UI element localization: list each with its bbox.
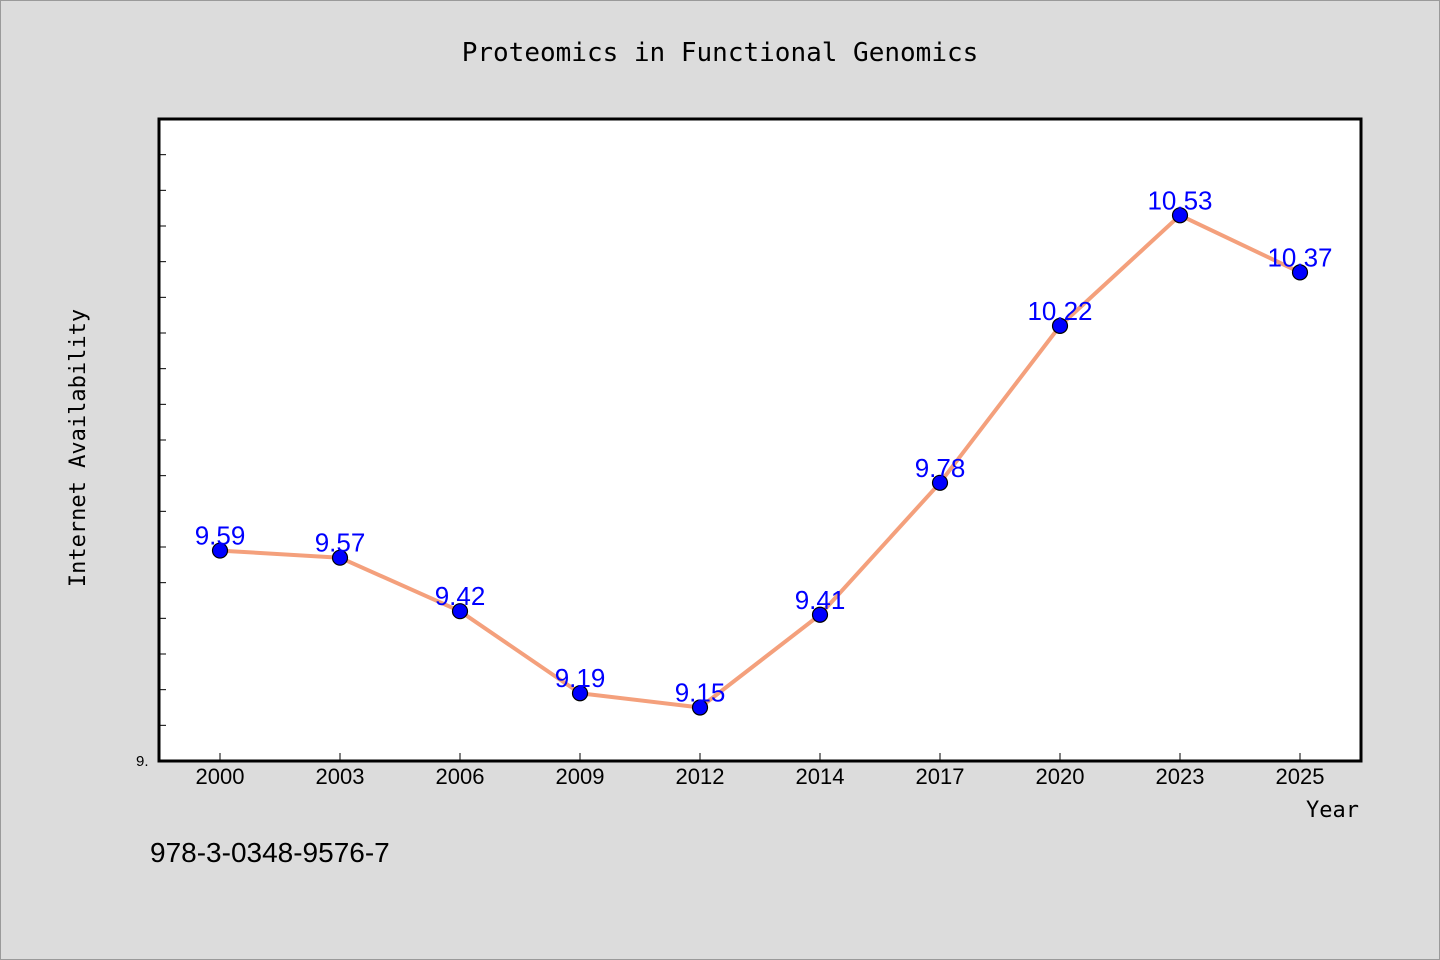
plot-area [157, 117, 1363, 763]
data-label: 9.42 [435, 581, 486, 611]
data-point [931, 474, 949, 491]
y-axis-ticks [159, 154, 166, 726]
x-tick-label: 2025 [1276, 764, 1325, 789]
x-axis-label: Year [1306, 798, 1359, 823]
data-label: 9.78 [915, 453, 966, 483]
x-tick-label: 2020 [1036, 764, 1085, 789]
isbn-text: 978-3-0348-9576-7 [150, 837, 390, 868]
data-label: 9.19 [555, 663, 606, 693]
series-line [219, 213, 1301, 710]
x-tick-label: 2017 [916, 764, 965, 789]
data-label: 10.22 [1027, 296, 1092, 326]
chart-title: Proteomics in Functional Genomics [462, 38, 979, 68]
x-tick-label: 2012 [676, 764, 725, 789]
x-tick-label: 2014 [796, 764, 845, 789]
x-tick-label: 2023 [1156, 764, 1205, 789]
data-label: 9.59 [195, 521, 246, 551]
data-point [691, 699, 709, 716]
data-label: 9.41 [795, 585, 846, 615]
data-point [1051, 317, 1069, 334]
x-tick-label: 2003 [316, 764, 365, 789]
y-tick-label: 9. [136, 753, 149, 770]
x-tick-label: 2006 [436, 764, 485, 789]
series-layer: 9.59 9.57 9.42 9.19 9.15 9.41 9.78 10.22 10.53 10… [195, 185, 1333, 716]
data-label: 9.57 [315, 528, 366, 558]
y-axis-label: Internet Availability [66, 309, 91, 587]
data-point [811, 606, 829, 623]
data-point [331, 549, 349, 566]
data-label: 9.15 [675, 678, 726, 708]
x-tick-label: 2009 [556, 764, 605, 789]
data-point [571, 685, 589, 702]
x-tick-label: 2000 [196, 764, 245, 789]
data-label: 10.37 [1267, 242, 1332, 272]
data-point [451, 603, 469, 620]
x-axis-ticks: 2000 2003 2006 2009 2012 2014 2017 2020 2023 2025 [196, 753, 1325, 789]
data-point [211, 542, 229, 559]
data-label: 10.53 [1147, 185, 1212, 215]
data-point [1171, 207, 1189, 224]
data-point [1291, 264, 1309, 281]
